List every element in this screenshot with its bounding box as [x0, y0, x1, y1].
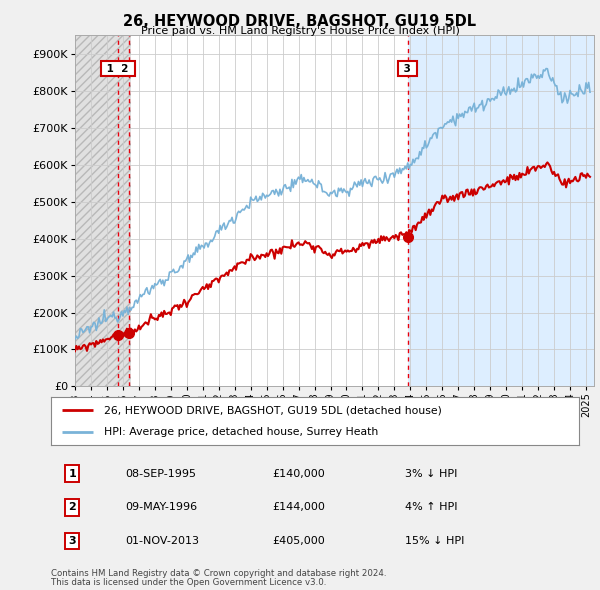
Text: 15% ↓ HPI: 15% ↓ HPI — [405, 536, 464, 546]
Bar — [407, 35, 594, 386]
Text: This data is licensed under the Open Government Licence v3.0.: This data is licensed under the Open Gov… — [51, 578, 326, 587]
Text: 01-NOV-2013: 01-NOV-2013 — [125, 536, 199, 546]
Text: 26, HEYWOOD DRIVE, BAGSHOT, GU19 5DL (detached house): 26, HEYWOOD DRIVE, BAGSHOT, GU19 5DL (de… — [104, 405, 442, 415]
Text: 26, HEYWOOD DRIVE, BAGSHOT, GU19 5DL: 26, HEYWOOD DRIVE, BAGSHOT, GU19 5DL — [124, 14, 476, 29]
Text: 4% ↑ HPI: 4% ↑ HPI — [405, 503, 457, 512]
Text: 2: 2 — [68, 503, 76, 512]
Text: 1: 1 — [68, 469, 76, 478]
Text: 3: 3 — [400, 64, 415, 74]
Text: £140,000: £140,000 — [273, 469, 326, 478]
Text: 3% ↓ HPI: 3% ↓ HPI — [405, 469, 457, 478]
Text: 09-MAY-1996: 09-MAY-1996 — [125, 503, 197, 512]
Text: Contains HM Land Registry data © Crown copyright and database right 2024.: Contains HM Land Registry data © Crown c… — [51, 569, 386, 578]
Text: 1  2: 1 2 — [103, 64, 133, 74]
Text: 3: 3 — [68, 536, 76, 546]
Text: £405,000: £405,000 — [273, 536, 326, 546]
Text: £144,000: £144,000 — [273, 503, 326, 512]
Bar — [75, 35, 131, 386]
Text: Price paid vs. HM Land Registry's House Price Index (HPI): Price paid vs. HM Land Registry's House … — [140, 26, 460, 36]
Text: 08-SEP-1995: 08-SEP-1995 — [125, 469, 196, 478]
Text: HPI: Average price, detached house, Surrey Heath: HPI: Average price, detached house, Surr… — [104, 427, 378, 437]
